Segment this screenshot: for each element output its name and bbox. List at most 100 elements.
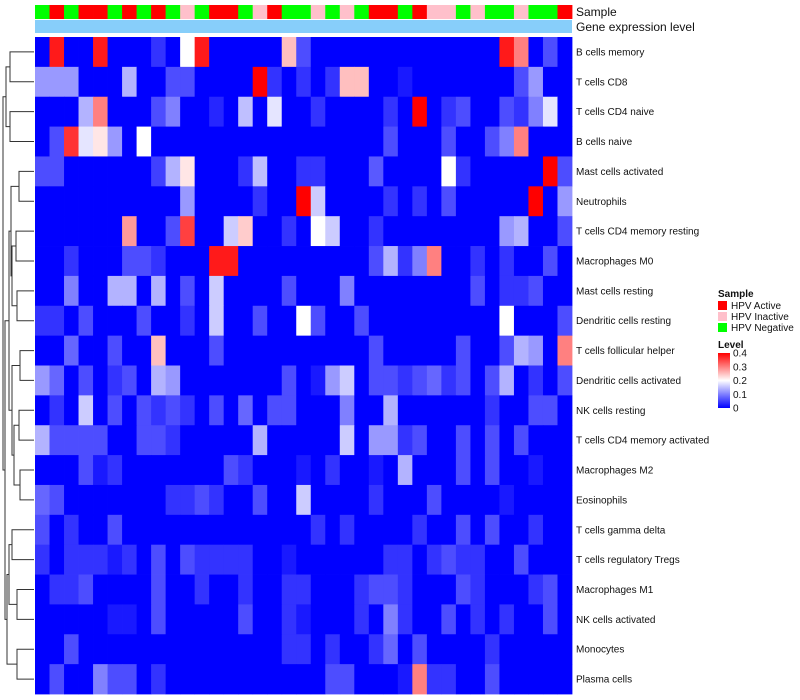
heatmap-cell <box>339 66 355 98</box>
heatmap-cell <box>354 514 370 546</box>
heatmap-cell <box>267 37 283 68</box>
heatmap-cell <box>557 186 573 217</box>
heatmap-cell <box>513 246 529 277</box>
heatmap-cell <box>528 216 544 247</box>
heatmap-cell <box>412 544 428 575</box>
heatmap-cell <box>325 37 341 68</box>
heatmap-cell <box>267 455 283 486</box>
heatmap-cell <box>513 216 529 247</box>
heatmap-cell <box>354 604 370 635</box>
heatmap-cell <box>557 246 573 277</box>
heatmap-cell <box>35 514 50 546</box>
heatmap-cell <box>339 544 355 575</box>
heatmap-cell <box>223 664 239 695</box>
sample-annotation-cell <box>455 5 471 19</box>
heatmap-cell <box>354 216 370 247</box>
heatmap-cell <box>136 484 152 516</box>
sample-annotation-cell <box>64 5 79 19</box>
heatmap-cell <box>513 395 529 426</box>
row-label: B cells naive <box>576 137 633 148</box>
heatmap-cell <box>209 514 225 546</box>
heatmap-cell <box>78 574 94 605</box>
heatmap-cell <box>325 335 341 366</box>
heatmap-cell <box>513 156 529 187</box>
sample-legend-title: Sample <box>718 289 754 300</box>
heatmap-cell <box>122 455 137 486</box>
heatmap-cell <box>35 664 50 695</box>
heatmap-cell <box>238 544 254 575</box>
heatmap-cell <box>484 514 500 546</box>
heatmap-cell <box>49 514 65 546</box>
heatmap-cell <box>107 96 123 127</box>
heatmap-cell <box>93 544 108 575</box>
row-label: B cells memory <box>576 47 644 58</box>
heatmap-cell <box>368 66 384 98</box>
heatmap-cell <box>209 664 225 695</box>
heatmap-cell <box>165 544 181 575</box>
heatmap-cell <box>296 126 312 157</box>
heatmap-cell <box>368 514 384 546</box>
heatmap-cell <box>209 305 225 337</box>
heatmap-cell <box>441 514 457 546</box>
heatmap-cell <box>499 484 515 516</box>
heatmap-cell <box>339 425 355 456</box>
heatmap-cell <box>412 216 428 247</box>
heatmap-cell <box>35 365 50 396</box>
heatmap-cell <box>470 246 486 277</box>
heatmap-cell <box>412 246 428 277</box>
heatmap-cell <box>238 514 254 546</box>
heatmap-cell <box>397 455 413 486</box>
heatmap-cell <box>281 335 297 366</box>
heatmap-cell <box>441 37 457 68</box>
heatmap-cell <box>325 425 341 456</box>
heatmap-cell <box>484 246 500 277</box>
heatmap-cell <box>223 156 239 187</box>
heatmap-cell <box>165 365 181 396</box>
heatmap-cell <box>310 216 326 247</box>
heatmap-cell <box>180 574 196 605</box>
heatmap-cell <box>528 425 544 456</box>
heatmap-cell <box>484 275 500 307</box>
heatmap-cell <box>267 484 283 516</box>
heatmap-cell <box>194 335 210 366</box>
heatmap-cell <box>310 634 326 665</box>
heatmap-cell <box>35 574 50 605</box>
heatmap-cell <box>325 96 341 127</box>
heatmap-cell <box>470 66 486 98</box>
heatmap-cell <box>470 186 486 217</box>
heatmap-cell <box>281 156 297 187</box>
heatmap-cell <box>49 604 65 635</box>
heatmap-cell <box>412 37 428 68</box>
heatmap-cell <box>499 156 515 187</box>
heatmap-cell <box>194 574 210 605</box>
heatmap-cell <box>513 664 529 695</box>
heatmap-cell <box>223 216 239 247</box>
heatmap-cell <box>78 395 94 426</box>
heatmap-cell <box>238 96 254 127</box>
heatmap-cell <box>325 305 341 337</box>
heatmap-cell <box>252 335 268 366</box>
heatmap-cell <box>281 126 297 157</box>
heatmap-cell <box>209 246 225 277</box>
heatmap-cell <box>93 365 108 396</box>
heatmap-cell <box>122 156 137 187</box>
heatmap-cell <box>35 96 50 127</box>
heatmap-cell <box>122 574 137 605</box>
heatmap-cell <box>557 126 573 157</box>
heatmap-cell <box>513 305 529 337</box>
heatmap-cell <box>325 604 341 635</box>
heatmap-cell <box>252 156 268 187</box>
heatmap-cell <box>49 96 65 127</box>
level-tick-label: 0.2 <box>733 376 747 387</box>
heatmap-cell <box>513 66 529 98</box>
heatmap-cell <box>281 455 297 486</box>
heatmap-cell <box>339 275 355 307</box>
heatmap-cell <box>281 365 297 396</box>
heatmap-cell <box>93 305 108 337</box>
row-label: Macrophages M0 <box>576 256 654 267</box>
heatmap-cell <box>513 634 529 665</box>
heatmap-cell <box>484 335 500 366</box>
heatmap-cell <box>441 186 457 217</box>
heatmap-cell <box>499 246 515 277</box>
heatmap-cell <box>528 126 544 157</box>
